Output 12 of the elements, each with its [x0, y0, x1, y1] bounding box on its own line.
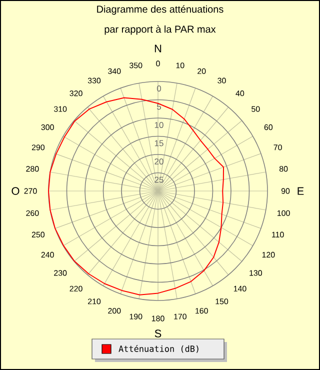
y-tick-label: 25: [154, 176, 164, 183]
text: N: [154, 44, 162, 52]
y-tick-label: 10: [154, 122, 164, 128]
y-tick-label: 20: [154, 158, 164, 164]
y-tick-label: 15: [154, 140, 164, 146]
y-tick-label: 0: [156, 86, 162, 92]
legend-label: Atténuation (dB): [118, 345, 198, 353]
text: E: [298, 187, 304, 195]
chart-subtitle: par rapport à la PAR max: [104, 25, 216, 35]
text: O: [12, 187, 20, 195]
chart-title: Diagramme des atténuations: [97, 5, 224, 15]
text: S: [154, 330, 162, 338]
